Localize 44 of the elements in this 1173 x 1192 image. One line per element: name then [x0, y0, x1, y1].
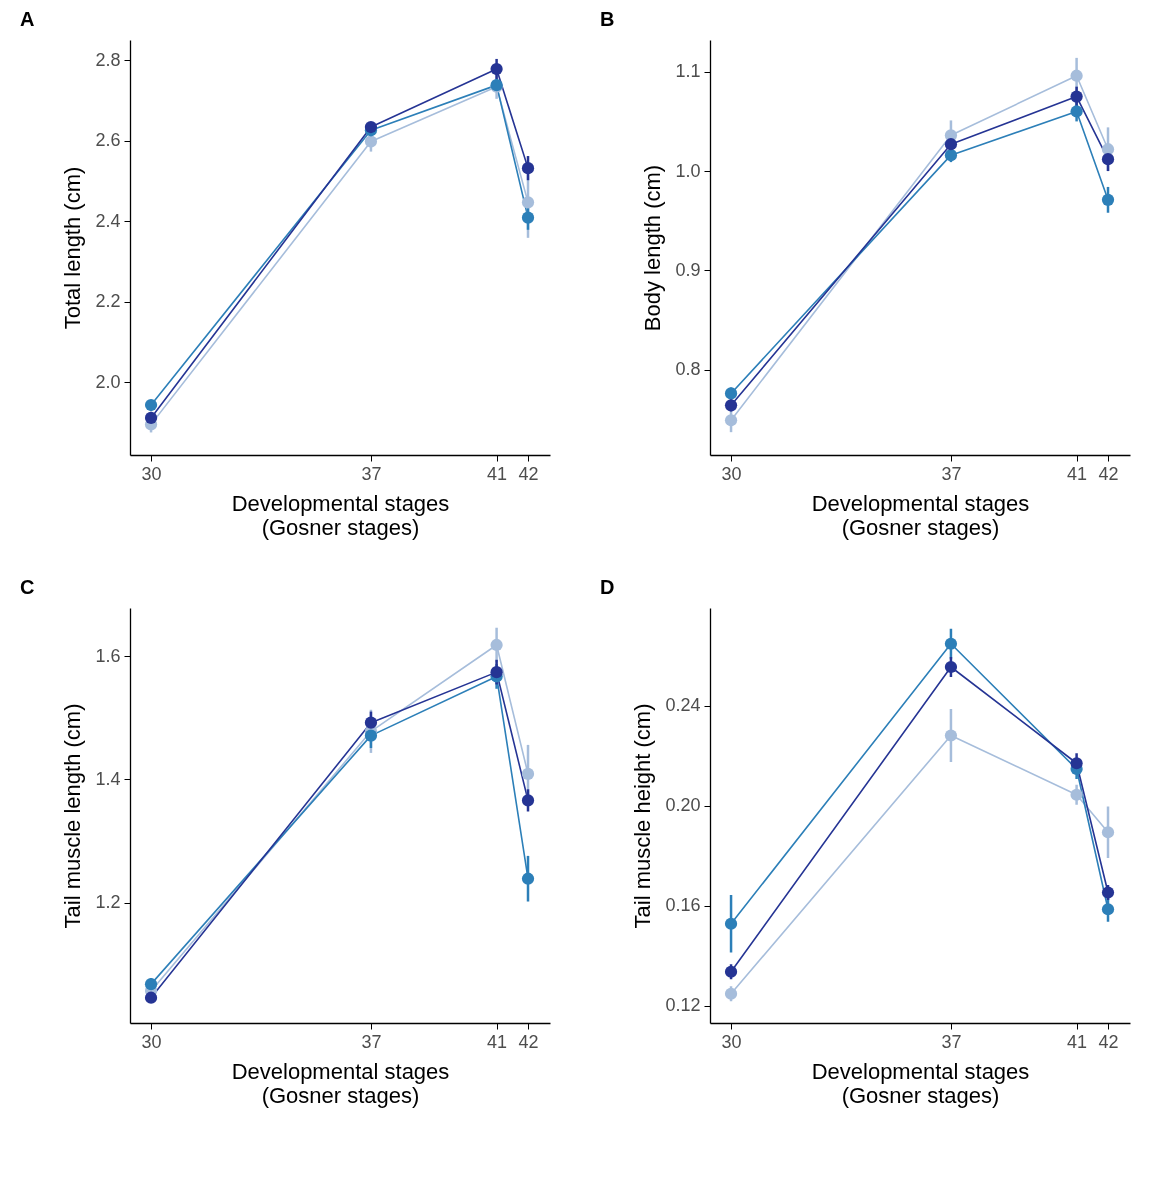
- chart-title: A: [20, 8, 35, 30]
- y-tick-label: 2.2: [95, 291, 121, 312]
- x-tick-label: 37: [361, 1031, 382, 1052]
- y-axis-title: Tail muscle length (cm): [60, 703, 86, 929]
- y-tick-label: 2.8: [95, 49, 121, 70]
- y-tick-label: 1.1: [675, 61, 701, 82]
- x-tick-label: 30: [721, 463, 742, 484]
- x-tick-label: 42: [1098, 463, 1119, 484]
- y-axis-title: Body length (cm): [640, 164, 666, 332]
- x-tick-label: 30: [141, 1031, 162, 1052]
- x-tick-label: 37: [941, 463, 962, 484]
- x-axis-title: Developmental stages (Gosner stages): [231, 1058, 450, 1108]
- y-tick-label: 1.6: [95, 645, 121, 666]
- y-tick-label: 0.12: [665, 995, 701, 1015]
- y-tick-label: 0.16: [665, 895, 701, 915]
- x-tick-label: 41: [487, 1031, 508, 1052]
- x-axis-title: Developmental stages (Gosner stages): [811, 490, 1030, 540]
- y-tick-label: 0.24: [665, 695, 701, 715]
- y-tick-label: 2.6: [95, 130, 121, 151]
- x-tick-label: 30: [721, 1031, 742, 1052]
- chart-title: D: [600, 576, 615, 598]
- x-tick-label: 37: [361, 463, 382, 484]
- y-tick-label: 1.4: [95, 768, 121, 789]
- x-tick-label: 37: [941, 1031, 962, 1052]
- y-tick-label: 0.9: [675, 259, 701, 280]
- x-tick-label: 41: [1067, 1031, 1088, 1052]
- y-axis-title: Total length (cm): [60, 166, 86, 330]
- y-axis-title: Tail muscle height (cm): [630, 703, 656, 929]
- x-tick-label: 30: [141, 463, 162, 484]
- x-tick-label: 41: [1067, 463, 1088, 484]
- y-tick-label: 1.2: [95, 892, 121, 913]
- y-tick-label: 1.0: [675, 160, 701, 181]
- chart-title: C: [20, 576, 35, 598]
- x-tick-label: 41: [487, 463, 508, 484]
- chart-title: B: [600, 8, 615, 30]
- x-axis-title: Developmental stages (Gosner stages): [811, 1058, 1030, 1108]
- x-tick-label: 42: [518, 1031, 539, 1052]
- y-tick-label: 2.0: [95, 371, 121, 392]
- x-tick-label: 42: [1098, 1031, 1119, 1052]
- y-tick-label: 0.8: [675, 359, 701, 380]
- y-tick-label: 2.4: [95, 210, 121, 231]
- x-tick-label: 42: [518, 463, 539, 484]
- x-axis-title: Developmental stages (Gosner stages): [231, 490, 450, 540]
- y-tick-label: 0.20: [665, 795, 701, 815]
